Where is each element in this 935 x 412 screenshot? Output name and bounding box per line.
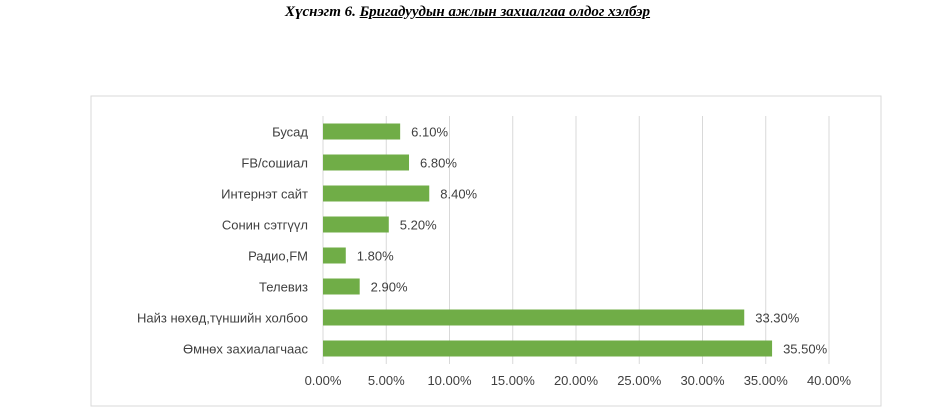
x-tick-label: 35.00% xyxy=(744,373,789,388)
x-tick-label: 10.00% xyxy=(427,373,472,388)
bar xyxy=(323,185,430,202)
x-tick-label: 25.00% xyxy=(617,373,662,388)
data-label: 33.30% xyxy=(755,311,800,326)
bar xyxy=(323,247,346,264)
bar xyxy=(323,123,401,140)
data-label: 35.50% xyxy=(783,342,828,357)
bar xyxy=(323,216,389,233)
data-label: 6.80% xyxy=(420,156,457,171)
data-labels: 6.10% 6.80% 8.40% 5.20% 1.80% 2.90% 33.30% 35.5… xyxy=(357,125,828,357)
bars xyxy=(323,123,773,357)
category-label: FB/сошиал xyxy=(241,156,308,171)
category-label: Телевиз xyxy=(259,280,308,295)
chart-title: Хүснэгт 6. Бригадуудын ажлын захиалгаа о… xyxy=(0,4,935,21)
data-label: 2.90% xyxy=(371,280,408,295)
data-label: 5.20% xyxy=(400,218,437,233)
category-label: Бусад xyxy=(272,125,308,140)
x-tick-label: 5.00% xyxy=(368,373,405,388)
x-tick-label: 20.00% xyxy=(554,373,599,388)
category-label: Радио,FM xyxy=(248,249,308,264)
category-label: Сонин сэтгүүл xyxy=(222,218,308,233)
category-label: Найз нөхөд,түншийн холбоо xyxy=(137,311,308,326)
bar xyxy=(323,340,773,357)
chart-area-border xyxy=(90,95,882,407)
category-label: Интернэт сайт xyxy=(221,187,308,202)
data-label: 6.10% xyxy=(411,125,448,140)
category-labels: Бусад FB/сошиал Интернэт сайт Сонин сэтгүүл… xyxy=(137,125,308,357)
bar xyxy=(323,278,360,295)
data-label: 8.40% xyxy=(440,187,477,202)
x-tick-label: 15.00% xyxy=(491,373,536,388)
bar xyxy=(323,154,410,171)
bar xyxy=(323,309,745,326)
chart-title-prefix: Хүснэгт 6. xyxy=(284,4,360,20)
chart-title-main: Бригадуудын ажлын захиалгаа олдог хэлбэр xyxy=(359,4,651,20)
category-label: Өмнөх захиалагчаас xyxy=(183,342,309,357)
x-tick-label: 0.00% xyxy=(305,373,342,388)
data-label: 1.80% xyxy=(357,249,394,264)
x-tick-label: 30.00% xyxy=(680,373,725,388)
x-axis-ticks: 0.00% 5.00% 10.00% 15.00% 20.00% 25.00% 30.00%… xyxy=(305,373,852,388)
x-tick-label: 40.00% xyxy=(807,373,852,388)
